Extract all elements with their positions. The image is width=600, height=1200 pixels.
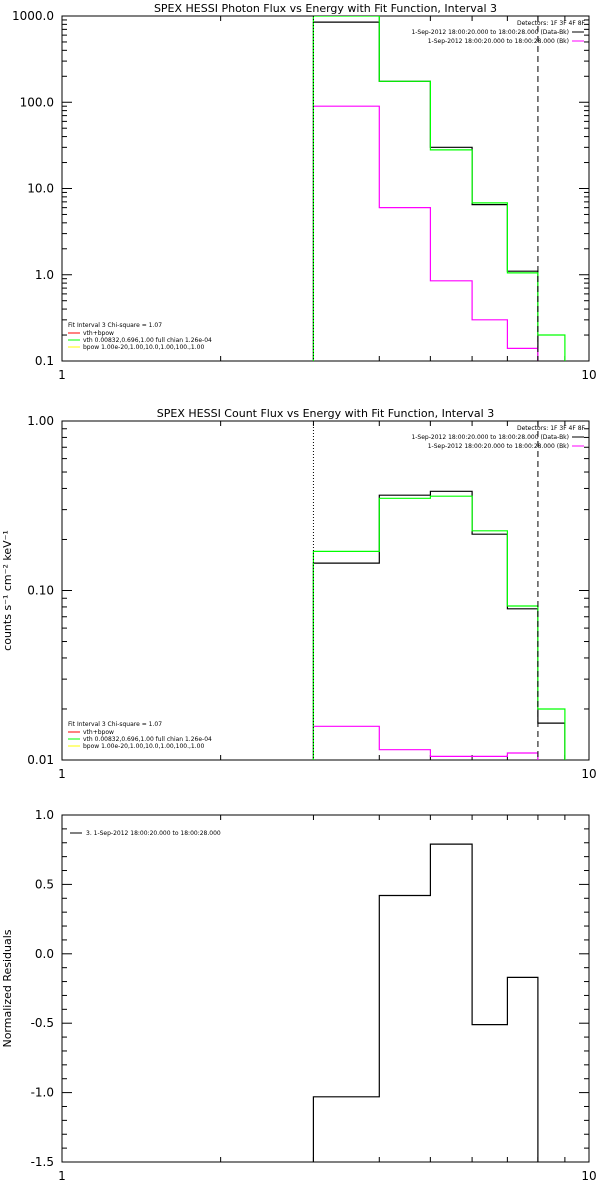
y-axis-label: counts s⁻¹ cm⁻² keV⁻¹ [1, 530, 14, 651]
fit-legend-title: Fit Interval 3 Chi-square = 1.07 [68, 721, 162, 728]
x-axis-ticks: 1 10 [58, 421, 597, 781]
residual-legend: 3. 1-Sep-2012 18:00:20.000 to 18:00:28.0… [70, 830, 221, 837]
series-group [312, 490, 566, 760]
x-axis-ticks: 1 10 [58, 815, 597, 1183]
fit-legend-entry: vth+bpow [83, 729, 114, 736]
fit-legend-entry: vth 0.00832,0.696,1.00 full chian 1.26e-… [83, 337, 212, 344]
header-legend: Detectors: 1F 3F 4F 8F 1-Sep-2012 18:00:2… [411, 425, 585, 450]
fit-legend-entry: bpow 1.00e-20,1.00,10.0,1.00,100.,1.00 [83, 344, 204, 351]
plot-frame [61, 814, 590, 1163]
y-tick-label: 0.1 [35, 354, 54, 368]
y-tick-label: 1.0 [35, 268, 54, 282]
panel-1: SPEX HESSI Photon Flux vs Energy with Fi… [12, 2, 597, 382]
x-tick-label: 10 [581, 767, 596, 781]
fit-legend-entry: bpow 1.00e-20,1.00,10.0,1.00,100.,1.00 [83, 743, 204, 750]
y-tick-label: 0.10 [27, 584, 54, 598]
y-tick-label: 0.0 [35, 947, 54, 961]
series-group [312, 843, 539, 1162]
y-tick-label: 0.5 [35, 877, 54, 891]
detectors-label: Detectors: 1F 3F 4F 8F [517, 20, 586, 27]
y-tick-label: -1.0 [31, 1086, 54, 1100]
y-axis-ticks: -1.5 -1.0 -0.5 0.0 0.5 1.0 [31, 808, 589, 1169]
panel-3: Normalized Residuals 1 10 -1.5 -1.0 -0.5 0.0 0.… [1, 808, 597, 1183]
x-tick-label: 1 [58, 1169, 66, 1183]
header-entry: 1-Sep-2012 18:00:20.000 to 18:00:28.000 … [428, 38, 569, 45]
panel-2-title: SPEX HESSI Count Flux vs Energy with Fit… [157, 407, 494, 420]
fit-legend-entry: vth 0.00832,0.696,1.00 full chian 1.26e-… [83, 736, 212, 743]
series-3-1-sep-2012-18-00-20-000-to-18-00-28-000 [312, 843, 539, 1162]
y-tick-label: 1.0 [35, 808, 54, 822]
series-bk [312, 725, 539, 760]
legend-entry: 3. 1-Sep-2012 18:00:20.000 to 18:00:28.0… [86, 830, 221, 837]
y-tick-label: 1000.0 [12, 9, 54, 23]
series-group [312, 16, 566, 361]
x-tick-label: 10 [581, 368, 596, 382]
y-tick-label: 0.01 [27, 753, 54, 767]
x-tick-label: 1 [58, 368, 66, 382]
x-tick-label: 1 [58, 767, 66, 781]
y-tick-label: 100.0 [20, 95, 54, 109]
series-data-bk [312, 21, 539, 361]
fit-legend-entry: vth+bpow [83, 330, 114, 337]
panel-2: SPEX HESSI Count Flux vs Energy with Fit… [1, 407, 597, 781]
plot-frame [61, 420, 590, 761]
series-vth-bpow [312, 495, 566, 760]
header-entry: 1-Sep-2012 18:00:20.000 to 18:00:28.000 … [411, 29, 569, 36]
y-tick-label: 1.00 [27, 414, 54, 428]
panel-1-title: SPEX HESSI Photon Flux vs Energy with Fi… [154, 2, 497, 15]
y-tick-label: -1.5 [31, 1155, 54, 1169]
header-entry: 1-Sep-2012 18:00:20.000 to 18:00:28.000 … [428, 443, 569, 450]
y-axis-label: Normalized Residuals [1, 929, 14, 1047]
series-data-bk [312, 490, 566, 760]
x-tick-label: 10 [581, 1169, 596, 1183]
detectors-label: Detectors: 1F 3F 4F 8F [517, 425, 586, 432]
header-entry: 1-Sep-2012 18:00:20.000 to 18:00:28.000 … [411, 434, 569, 441]
header-legend: Detectors: 1F 3F 4F 8F 1-Sep-2012 18:00:2… [411, 20, 585, 45]
y-tick-label: -0.5 [31, 1016, 54, 1030]
series-vth-bpow [312, 16, 566, 361]
fit-legend-title: Fit Interval 3 Chi-square = 1.07 [68, 322, 162, 329]
fit-legend: Fit Interval 3 Chi-square = 1.07vth+bpow… [68, 721, 212, 750]
series-bk [312, 105, 539, 361]
plot-frame [61, 15, 590, 362]
y-tick-label: 10.0 [27, 182, 54, 196]
y-axis-ticks: 0.01 0.10 1.00 [27, 414, 589, 767]
y-axis-ticks: 0.1 1.0 10.0 100.0 1000.0 [12, 9, 589, 368]
fit-legend: Fit Interval 3 Chi-square = 1.07vth+bpow… [68, 322, 212, 351]
